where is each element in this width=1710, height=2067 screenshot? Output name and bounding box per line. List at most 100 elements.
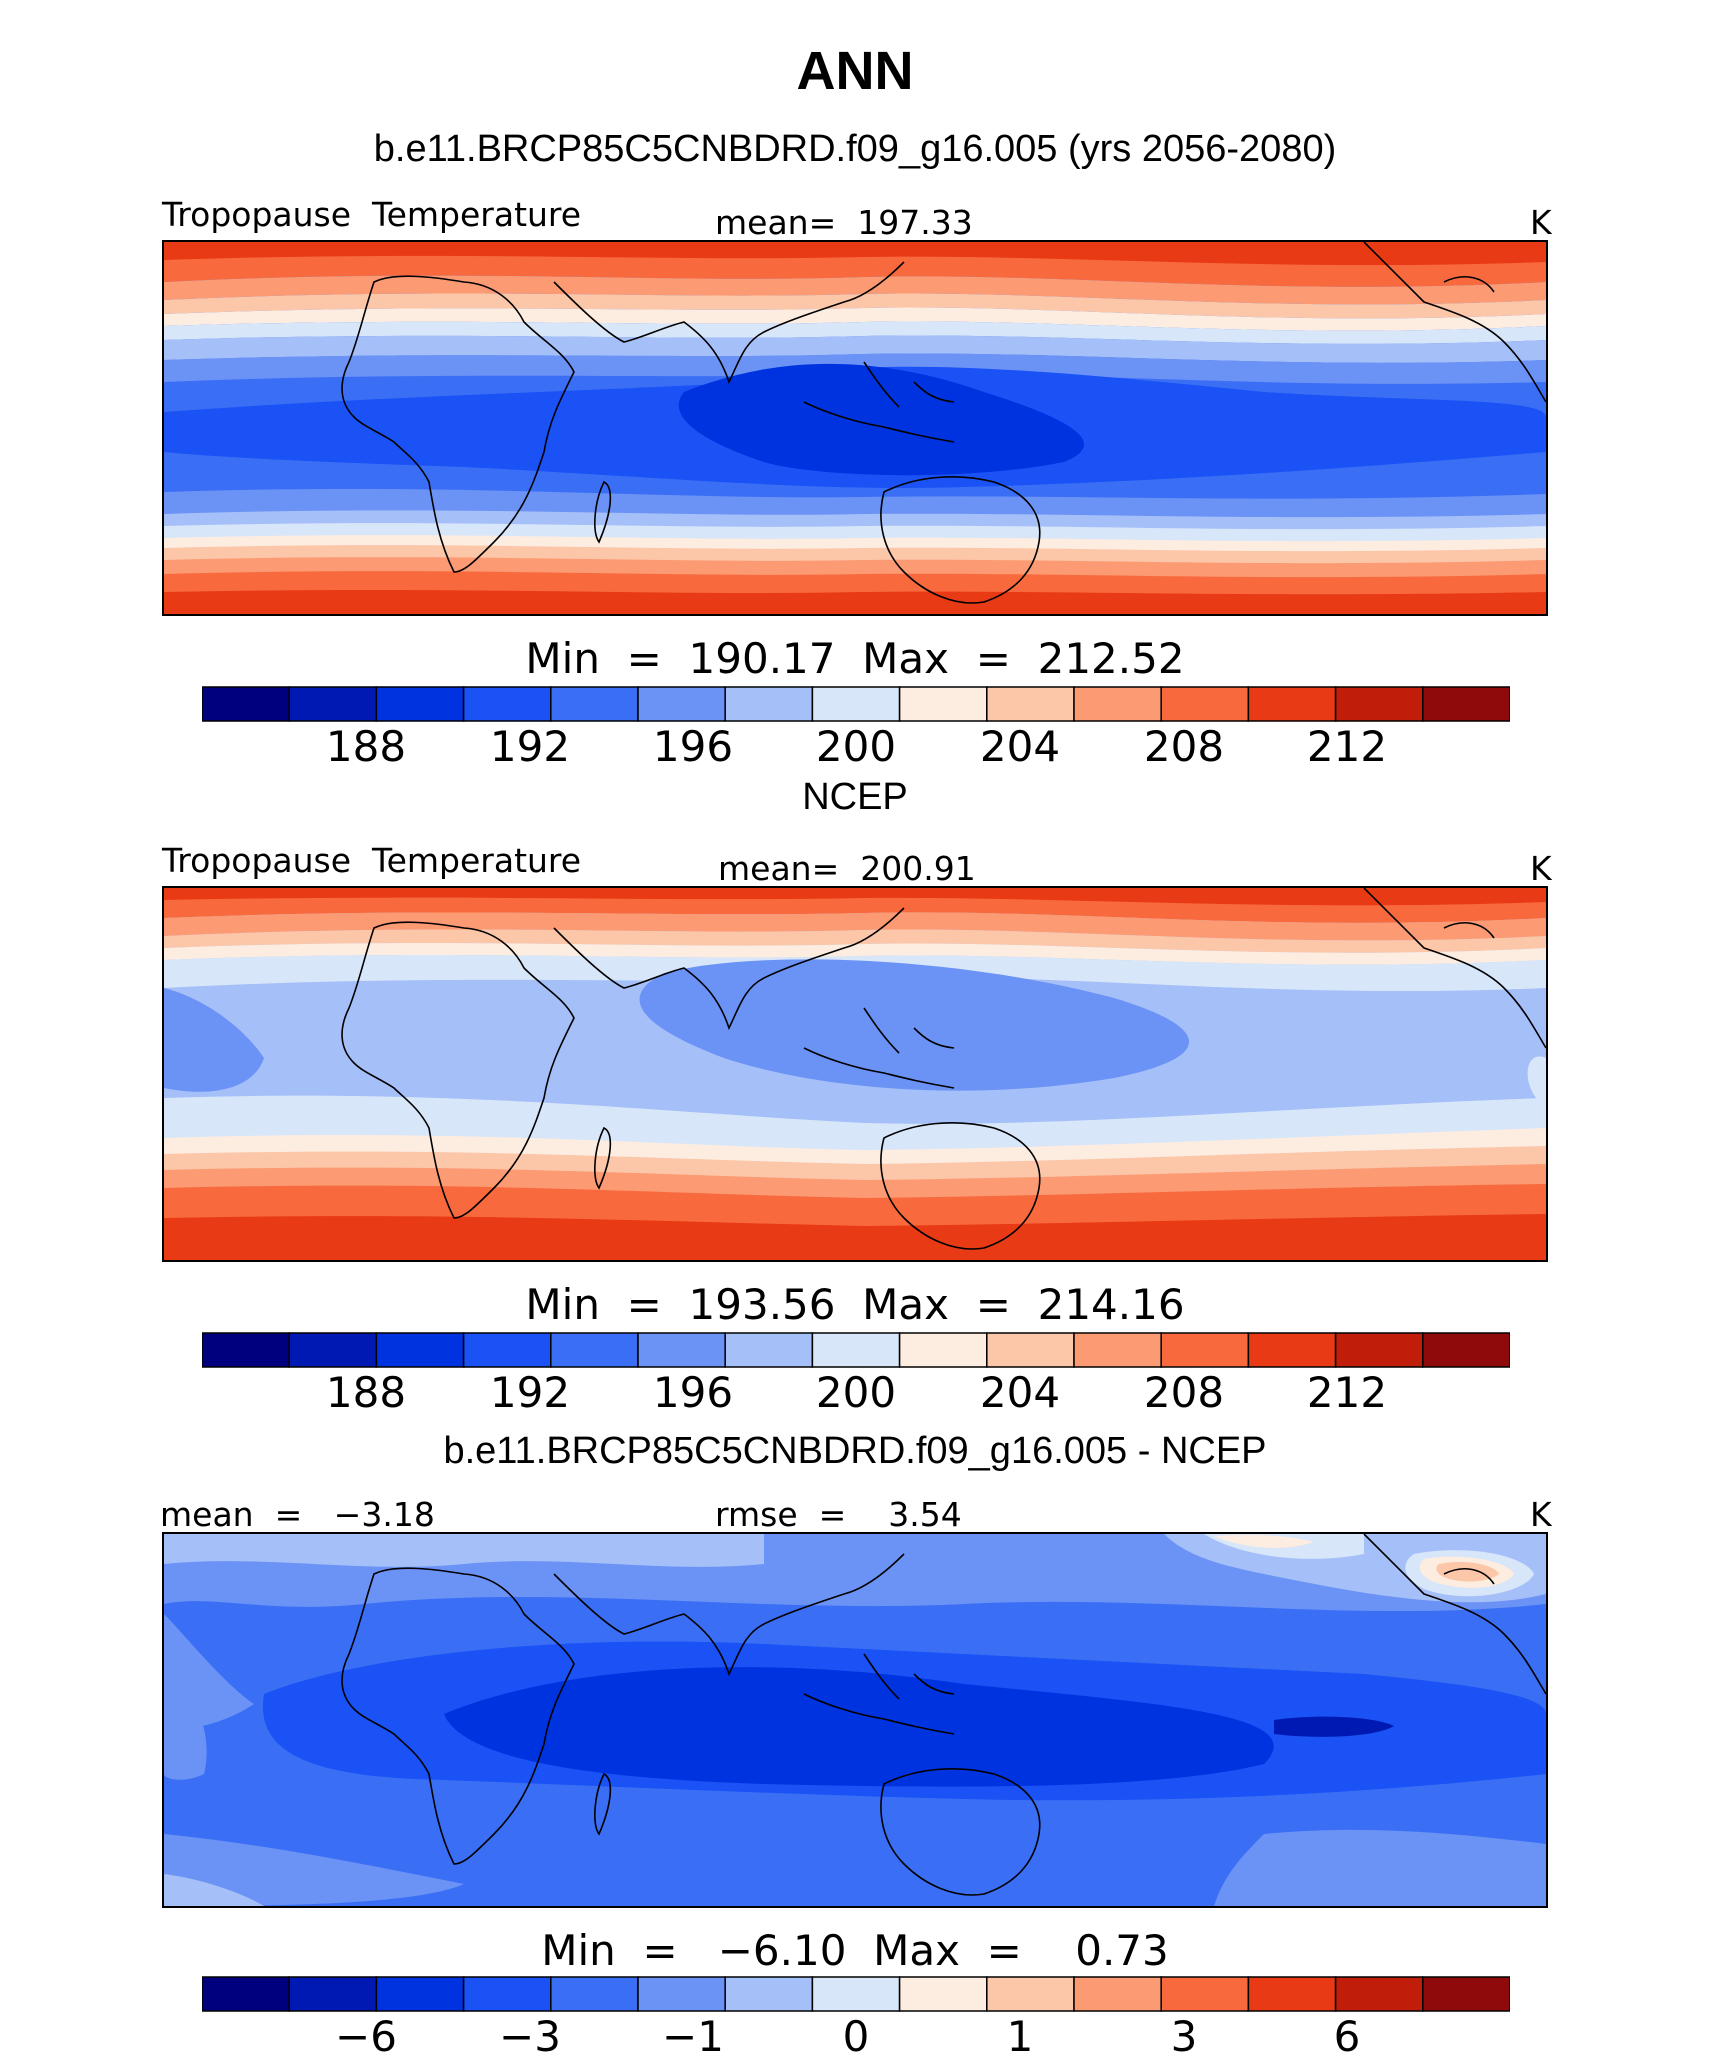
panel3-map — [162, 1532, 1548, 1908]
tick-label: 192 — [489, 722, 571, 771]
panel1-coastlines — [341, 242, 1546, 604]
panel1-contour-plot — [164, 242, 1546, 614]
tick-label: 188 — [325, 722, 407, 771]
panel1-min-max: Min = 190.17 Max = 212.52 — [525, 634, 1185, 683]
tick-label: 6 — [1333, 2012, 1361, 2061]
colorbar-swatch — [1160, 686, 1250, 722]
tick-label: −6 — [335, 2012, 397, 2061]
panel2-variable-label: Tropopause Temperature — [162, 841, 582, 880]
colorbar-swatch — [550, 686, 639, 722]
colorbar-swatch — [1422, 686, 1510, 722]
tick-label: 0 — [842, 2012, 870, 2061]
colorbar-swatch — [462, 1976, 552, 2012]
panel1-variable-label: Tropopause Temperature — [162, 195, 582, 234]
panel3-colorbar-ticks: −6 −3 −1 0 1 3 6 — [0, 2012, 1710, 2061]
colorbar-swatch — [637, 1332, 726, 1368]
panel2-title: NCEP — [802, 776, 908, 818]
tick-label: 208 — [1143, 722, 1225, 771]
colorbar-swatch — [462, 1332, 552, 1368]
colorbar-swatch — [462, 686, 552, 722]
panel3-coastlines — [341, 1534, 1546, 1896]
colorbar-swatch — [1334, 1976, 1424, 2012]
colorbar-swatch — [986, 1976, 1075, 2012]
panel3-contour-plot — [164, 1534, 1546, 1906]
tick-label: 188 — [325, 1368, 407, 1417]
colorbar-swatch — [1422, 1332, 1510, 1368]
colorbar-swatch — [288, 1332, 378, 1368]
colorbar-swatch — [637, 1976, 726, 2012]
colorbar-swatch — [1160, 1976, 1250, 2012]
panel2-colorbar-swatches — [202, 1332, 1510, 1368]
panel2-mean-label: mean= 200.91 — [718, 849, 976, 888]
panel3-min-max: Min = −6.10 Max = 0.73 — [541, 1926, 1169, 1975]
colorbar-swatch — [811, 1332, 901, 1368]
panel3-colorbar — [202, 1976, 1510, 2012]
panel2-colorbar-ticks: 188 192 196 200 204 208 212 — [0, 1368, 1710, 1417]
panel1-mean-label: mean= 197.33 — [715, 203, 973, 242]
colorbar-swatch — [288, 686, 378, 722]
figure-title: ANN — [796, 41, 914, 101]
colorbar-swatch — [1073, 1976, 1162, 2012]
colorbar-swatch — [202, 686, 290, 722]
colorbar-swatch — [375, 1332, 465, 1368]
colorbar-swatch — [375, 686, 465, 722]
colorbar-swatch — [288, 1976, 378, 2012]
panel3-mean-label: mean = −3.18 — [160, 1495, 435, 1534]
colorbar-swatch — [898, 1332, 988, 1368]
colorbar-swatch — [811, 686, 901, 722]
colorbar-swatch — [1334, 686, 1424, 722]
colorbar-swatch — [724, 686, 814, 722]
colorbar-swatch — [1334, 1332, 1424, 1368]
colorbar-swatch — [724, 1976, 814, 2012]
panel2-colorbar — [202, 1332, 1510, 1368]
panel1-colorbar-swatches — [202, 686, 1510, 722]
tick-label: 208 — [1143, 1368, 1225, 1417]
tick-label: 212 — [1306, 1368, 1388, 1417]
tick-label: 204 — [979, 722, 1061, 771]
panel3-contour-bands — [164, 1534, 1546, 1906]
panel2-units: K — [1530, 849, 1552, 888]
colorbar-swatch — [1073, 1332, 1162, 1368]
tick-label: 200 — [815, 1368, 897, 1417]
tick-label: 204 — [979, 1368, 1061, 1417]
panel2-min-max: Min = 193.56 Max = 214.16 — [525, 1280, 1185, 1329]
panel2-map — [162, 886, 1548, 1262]
colorbar-swatch — [202, 1332, 290, 1368]
tick-label: 1 — [1006, 2012, 1034, 2061]
colorbar-swatch — [550, 1332, 639, 1368]
tick-label: −3 — [499, 2012, 561, 2061]
colorbar-swatch — [375, 1976, 465, 2012]
colorbar-swatch — [1073, 686, 1162, 722]
panel1-title: b.e11.BRCP85C5CNBDRD.f09_g16.005 (yrs 20… — [373, 128, 1337, 170]
panel2-coastlines — [341, 888, 1546, 1250]
colorbar-swatch — [1247, 686, 1337, 722]
colorbar-swatch — [811, 1976, 901, 2012]
colorbar-swatch — [986, 1332, 1075, 1368]
panel2-contour-bands — [164, 888, 1546, 1260]
colorbar-swatch — [898, 1976, 988, 2012]
panel2-contour-plot — [164, 888, 1546, 1260]
colorbar-swatch — [1247, 1976, 1337, 2012]
panel3-rmse-label: rmse = 3.54 — [715, 1495, 962, 1534]
tick-label: 192 — [489, 1368, 571, 1417]
panel1-units: K — [1530, 203, 1552, 242]
tick-label: 3 — [1170, 2012, 1198, 2061]
colorbar-swatch — [1422, 1976, 1510, 2012]
colorbar-swatch — [1247, 1332, 1337, 1368]
panel3-colorbar-swatches — [202, 1976, 1510, 2012]
colorbar-swatch — [637, 686, 726, 722]
panel3-units: K — [1530, 1495, 1552, 1534]
tick-label: −1 — [662, 2012, 724, 2061]
tick-label: 212 — [1306, 722, 1388, 771]
colorbar-swatch — [1160, 1332, 1250, 1368]
panel1-colorbar-ticks: 188 192 196 200 204 208 212 — [0, 722, 1710, 771]
colorbar-swatch — [986, 686, 1075, 722]
panel1-contour-bands — [164, 242, 1546, 614]
colorbar-swatch — [898, 686, 988, 722]
panel1-colorbar — [202, 686, 1510, 722]
tick-label: 200 — [815, 722, 897, 771]
tick-label: 196 — [652, 1368, 734, 1417]
panel3-title: b.e11.BRCP85C5CNBDRD.f09_g16.005 - NCEP — [443, 1430, 1267, 1472]
colorbar-swatch — [724, 1332, 814, 1368]
panel1-map — [162, 240, 1548, 616]
